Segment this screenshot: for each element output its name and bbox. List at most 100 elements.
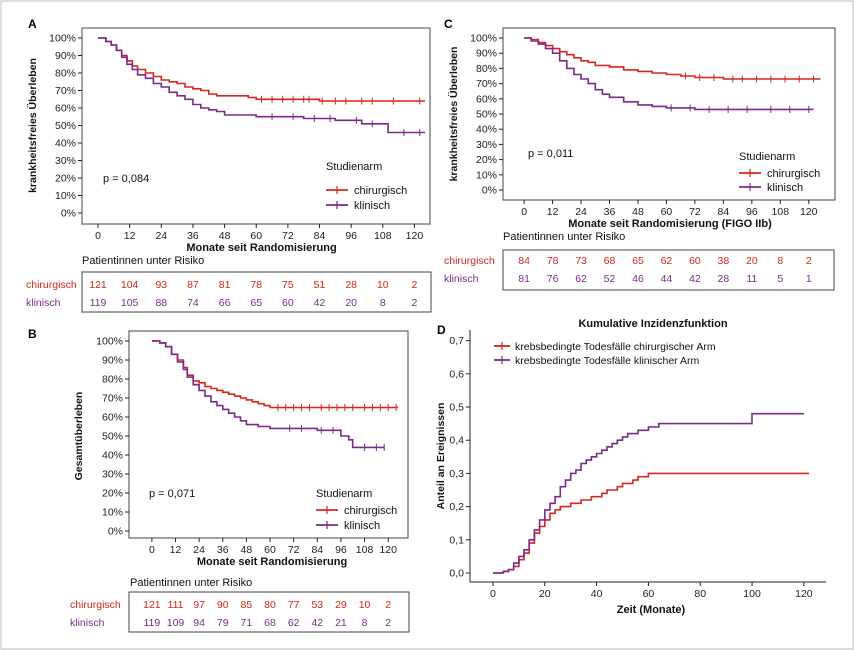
risk-value: 42 xyxy=(689,273,701,285)
x-tick-label: 120 xyxy=(379,544,397,556)
risk-table-frame xyxy=(81,271,432,313)
x-tick-label: 108 xyxy=(356,544,374,556)
x-tick-label: 12 xyxy=(170,544,182,556)
risk-value: 28 xyxy=(718,273,730,285)
risk-value: 51 xyxy=(314,279,326,291)
x-tick-label: 72 xyxy=(282,230,294,242)
risk-value: 68 xyxy=(604,255,616,267)
risk-value: 53 xyxy=(311,599,323,611)
x-tick-label: 108 xyxy=(772,206,790,218)
x-tick-label: 120 xyxy=(795,588,813,600)
risk-value: 52 xyxy=(604,273,616,285)
x-tick-label: 120 xyxy=(406,230,424,242)
x-tick-label: 84 xyxy=(314,230,326,242)
risk-row-label: chirurgisch xyxy=(70,599,121,611)
risk-value: 65 xyxy=(250,297,262,309)
y-tick-label: 60% xyxy=(55,103,76,115)
x-tick-label: 80 xyxy=(694,588,706,600)
y-tick-label: 80% xyxy=(55,68,76,80)
panel-letter: A xyxy=(28,17,37,31)
p-value: p = 0,071 xyxy=(149,488,195,500)
y-tick-label: 0,0 xyxy=(449,568,464,580)
risk-value: 10 xyxy=(377,279,389,291)
risk-value: 73 xyxy=(575,255,587,267)
risk-value: 109 xyxy=(167,617,185,629)
x-tick-label: 0 xyxy=(95,230,101,242)
risk-value: 74 xyxy=(187,297,199,309)
legend-label: chirurgisch xyxy=(344,505,397,517)
x-axis-label: Monate seit Randomisierung xyxy=(186,242,336,254)
y-tick-label: 10% xyxy=(476,169,497,181)
risk-value: 97 xyxy=(193,599,205,611)
x-tick-label: 48 xyxy=(219,230,231,242)
y-tick-label: 80% xyxy=(476,63,497,75)
y-tick-label: 10% xyxy=(55,190,76,202)
y-tick-label: 20% xyxy=(102,488,123,500)
risk-value: 78 xyxy=(250,279,262,291)
legend-title: Studienarm xyxy=(739,151,795,163)
legend-label: krebsbedingte Todesfälle chirurgischer A… xyxy=(515,341,716,353)
plot-frame xyxy=(128,330,409,539)
risk-value: 93 xyxy=(155,279,167,291)
y-tick-label: 50% xyxy=(55,120,76,132)
y-axis-label: krankheitsfreies Überleben xyxy=(447,47,460,182)
y-tick-label: 100% xyxy=(470,33,497,45)
y-tick-label: 90% xyxy=(476,48,497,60)
x-tick-label: 48 xyxy=(241,544,253,556)
y-tick-label: 90% xyxy=(102,355,123,367)
risk-value: 1 xyxy=(806,273,812,285)
risk-table-frame xyxy=(128,591,410,633)
risk-value: 90 xyxy=(217,599,229,611)
legend-label: krebsbedingte Todesfälle klinischer Arm xyxy=(515,355,699,367)
p-value: p = 0,084 xyxy=(103,173,149,185)
y-tick-label: 0,4 xyxy=(449,435,464,447)
risk-value: 79 xyxy=(217,617,229,629)
risk-value: 20 xyxy=(345,297,357,309)
x-tick-label: 60 xyxy=(264,544,276,556)
risk-value: 65 xyxy=(632,255,644,267)
x-tick-label: 60 xyxy=(661,206,673,218)
y-tick-label: 40% xyxy=(476,124,497,136)
y-tick-label: 70% xyxy=(55,85,76,97)
y-tick-label: 0,2 xyxy=(449,501,464,513)
legend-title: Studienarm xyxy=(316,488,372,500)
risk-value: 84 xyxy=(518,255,530,267)
risk-value: 94 xyxy=(193,617,205,629)
x-tick-label: 120 xyxy=(800,206,818,218)
risk-value: 60 xyxy=(282,297,294,309)
x-tick-label: 24 xyxy=(575,206,587,218)
x-axis-label: Monate seit Randomisierung xyxy=(197,556,347,568)
risk-value: 81 xyxy=(518,273,530,285)
risk-value: 77 xyxy=(288,599,300,611)
x-tick-label: 12 xyxy=(124,230,136,242)
risk-value: 2 xyxy=(385,617,391,629)
x-tick-label: 60 xyxy=(250,230,262,242)
y-tick-label: 0,5 xyxy=(449,402,464,414)
legend-title: Studienarm xyxy=(326,161,382,173)
legend-label: klinisch xyxy=(344,520,380,532)
p-value: p = 0,011 xyxy=(528,148,573,160)
x-tick-label: 60 xyxy=(643,588,655,600)
y-tick-label: 50% xyxy=(476,109,497,121)
risk-value: 119 xyxy=(90,297,107,309)
risk-value: 28 xyxy=(345,279,357,291)
x-axis-label: Zeit (Monate) xyxy=(617,604,686,616)
y-tick-label: 0,6 xyxy=(449,368,464,380)
panel-b: B 0% 10% 20% 30% 40% 50% 60% 70% 80% 90% 100% 0 12 24 3… xyxy=(28,327,410,633)
risk-value: 75 xyxy=(282,279,294,291)
panel-letter: B xyxy=(28,327,37,341)
risk-value: 119 xyxy=(144,617,161,629)
risk-table-title: Patientinnen unter Risiko xyxy=(82,255,204,267)
legend-label: chirurgisch xyxy=(767,168,820,180)
x-tick-label: 36 xyxy=(217,544,229,556)
y-tick-label: 0% xyxy=(108,526,123,538)
y-tick-label: 0% xyxy=(482,185,497,197)
risk-value: 21 xyxy=(335,617,347,629)
risk-value: 80 xyxy=(264,599,276,611)
risk-value: 60 xyxy=(689,255,701,267)
risk-value: 2 xyxy=(412,297,418,309)
y-tick-label: 40% xyxy=(102,450,123,462)
risk-value: 85 xyxy=(241,599,253,611)
